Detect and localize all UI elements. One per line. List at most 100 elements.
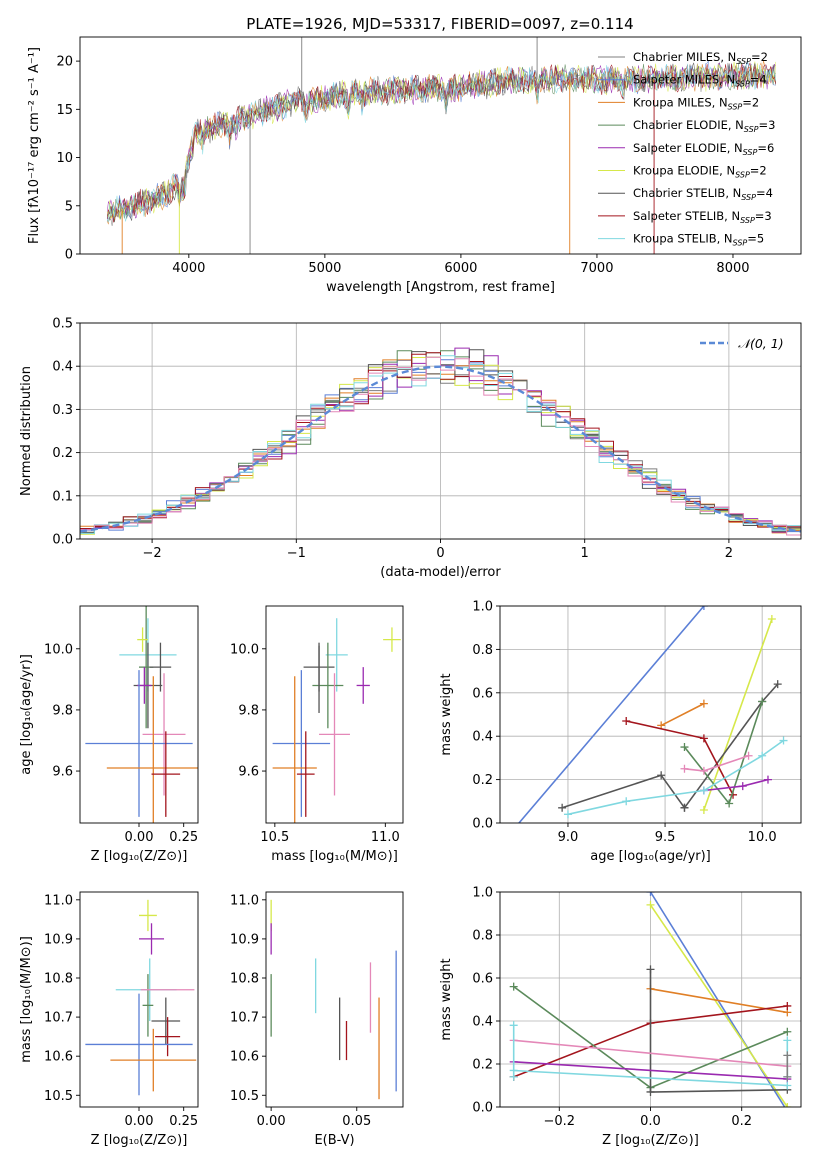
- x-tick-label: 0: [436, 546, 444, 561]
- y-tick-label: 10.8: [230, 972, 259, 987]
- x-axis-label: mass [log₁₀(M/M⊙)]: [271, 849, 398, 864]
- y-tick-label: 0.4: [472, 730, 493, 745]
- legend-entry: Chabrier ELODIE, NSSP=3: [633, 118, 775, 134]
- y-tick-label: 10: [56, 151, 73, 166]
- axes-frame: [265, 891, 404, 1108]
- z-mass-panel: 0.00 0.25 10.5 10.6 10.7 10.8 10.9 11.0 Z [log₁₀…: [19, 891, 199, 1148]
- axes-frame: [79, 36, 802, 255]
- y-tick-label: 10.8: [44, 972, 73, 987]
- x-tick-label: 6000: [444, 261, 477, 276]
- y-tick-label: 15: [56, 103, 73, 118]
- residuals-panel: −2 −1 0 1 2 0.0 0.1 0.2 0.3 0.4 0.5 (data-model)/er…: [19, 317, 802, 580]
- weight-marker: [783, 1036, 792, 1045]
- weight-marker: [680, 803, 689, 812]
- y-tick-label: 9.8: [238, 703, 259, 718]
- weight-line: [517, 606, 705, 823]
- x-tick-label: 9.0: [558, 830, 579, 845]
- legend-count: =2: [742, 95, 759, 109]
- y-tick-label: 10.7: [44, 1011, 73, 1026]
- y-tick-label: 0.1: [52, 489, 73, 504]
- x-tick-label: −0.2: [543, 1114, 575, 1129]
- y-tick-label: 0.2: [52, 446, 73, 461]
- y-tick-label: 0.4: [472, 1015, 493, 1030]
- y-tick-label: 10.6: [230, 1050, 259, 1065]
- legend-label: Kroupa MILES, N: [633, 95, 728, 109]
- x-tick-label: 8000: [716, 261, 749, 276]
- weight-line: [703, 618, 773, 811]
- weight-line: [649, 904, 788, 1107]
- x-tick-label: 11.0: [371, 830, 400, 845]
- normal-curve: [80, 365, 801, 533]
- y-tick-label: 10.5: [44, 1089, 73, 1104]
- legend-entry: Kroupa STELIB, NSSP=5: [633, 232, 764, 248]
- y-axis-label: Normed distribution: [19, 366, 34, 496]
- weight-marker: [763, 775, 772, 784]
- x-tick-label: 10.5: [260, 830, 289, 845]
- y-tick-label: 5: [65, 199, 73, 214]
- y-tick-label: 10.9: [230, 932, 259, 947]
- y-tick-label: 0.0: [472, 1101, 493, 1116]
- y-tick-label: 10.7: [230, 1011, 259, 1026]
- x-tick-label: −1: [287, 546, 306, 561]
- legend-subscript: SSP: [741, 193, 756, 202]
- x-tick-label: 2: [725, 546, 733, 561]
- x-tick-label: 0.00: [257, 1114, 286, 1129]
- weight-marker: [783, 1001, 792, 1010]
- y-tick-label: 10.6: [44, 1050, 73, 1065]
- x-axis-label: age [log₁₀(age/yr)]: [590, 849, 711, 864]
- plot-area: [270, 899, 397, 1100]
- weight-marker: [680, 764, 689, 773]
- weight-line: [513, 1069, 788, 1087]
- x-axis-label: (data-model)/error: [380, 565, 501, 580]
- weight-marker: [738, 782, 747, 791]
- legend-subscript: SSP: [728, 102, 743, 111]
- x-tick-label: 0.00: [125, 830, 154, 845]
- legend-label: Salpeter ELODIE, N: [633, 141, 743, 155]
- y-tick-label: 0.2: [472, 773, 493, 788]
- legend-subscript: SSP: [743, 148, 758, 157]
- weight-marker: [783, 1107, 791, 1115]
- weight-marker: [646, 900, 655, 909]
- y-tick-label: 0.4: [52, 360, 73, 375]
- weight-marker: [783, 1081, 792, 1090]
- histogram-step: [80, 356, 801, 536]
- legend-subscript: SSP: [735, 171, 750, 180]
- legend-subscript: SSP: [744, 125, 759, 134]
- weight-marker: [699, 786, 708, 795]
- x-tick-label: 0.05: [342, 1114, 371, 1129]
- y-tick-label: 0.0: [472, 817, 493, 832]
- legend-label: Kroupa ELODIE, N: [633, 164, 735, 178]
- weight-line: [649, 969, 788, 1093]
- weight-marker: [783, 1103, 792, 1107]
- weight-line: [649, 892, 786, 1107]
- x-axis-label: E(B-V): [314, 1133, 354, 1148]
- legend-count: =5: [747, 232, 764, 246]
- weight-line: [561, 774, 686, 809]
- ebv-mass-panel: 0.00 0.05 10.5 10.6 10.7 10.8 10.9 11.0 E(B-V): [230, 891, 404, 1148]
- weight-marker: [783, 1051, 792, 1060]
- y-tick-label: 10.5: [230, 1089, 259, 1104]
- weight-line: [660, 702, 705, 727]
- plot-area: [517, 606, 788, 823]
- y-tick-label: 20: [56, 55, 73, 70]
- y-axis-label: age [log₁₀(age/yr)]: [19, 654, 34, 775]
- legend-entry: Salpeter MILES, NSSP=4: [633, 73, 767, 89]
- weight-marker: [680, 743, 689, 752]
- weight-marker: [657, 771, 666, 780]
- weight-marker: [646, 1087, 655, 1096]
- x-tick-label: 0.25: [169, 830, 198, 845]
- y-tick-label: 0.8: [472, 643, 493, 658]
- spectrum-line: [106, 62, 776, 221]
- x-tick-label: 5000: [308, 261, 341, 276]
- weight-marker: [783, 1027, 792, 1036]
- y-tick-label: 0.3: [52, 403, 73, 418]
- weight-line: [626, 720, 734, 796]
- y-tick-label: 10.9: [44, 932, 73, 947]
- legend-subscript: SSP: [733, 239, 748, 248]
- x-tick-label: 0.2: [731, 1114, 752, 1129]
- weight-marker: [699, 699, 708, 708]
- weight-marker: [758, 751, 767, 760]
- x-tick-label: 1: [581, 546, 589, 561]
- weight-marker: [779, 736, 788, 745]
